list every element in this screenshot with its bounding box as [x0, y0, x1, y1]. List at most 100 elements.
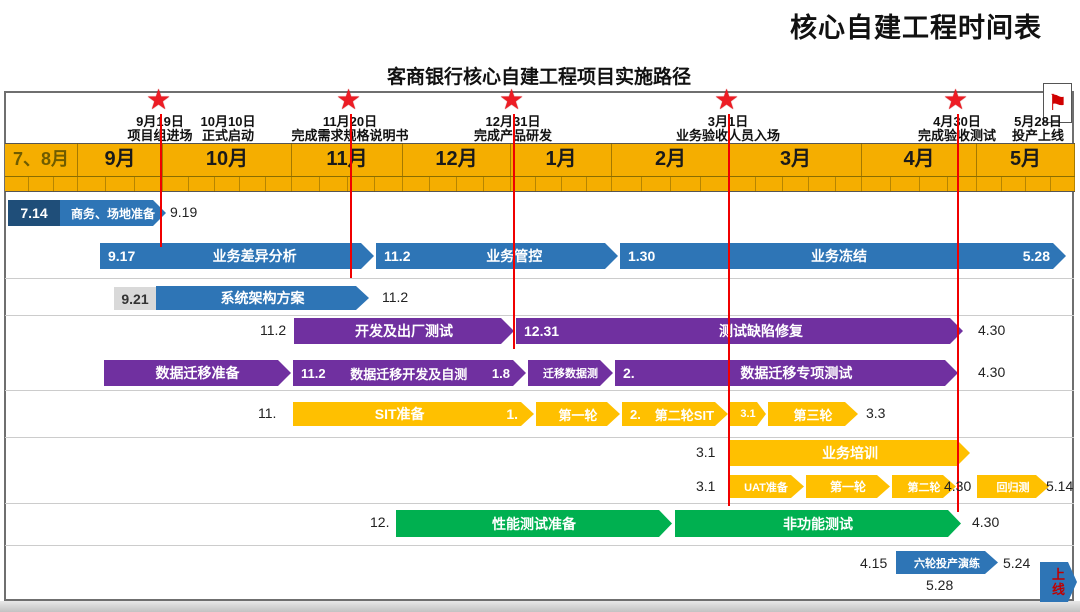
- task-bar: 数据迁移准备: [104, 360, 291, 386]
- task-bar-label: 业务差异分析: [212, 248, 297, 264]
- milestone-line: [728, 114, 730, 506]
- task-bar-end-date: 5.28: [1022, 248, 1050, 264]
- task-bar: 业务培训: [730, 440, 970, 466]
- milestone-date: 5月28日: [1014, 114, 1062, 129]
- task-bar-label: 业务冻结: [811, 248, 867, 264]
- task-bar: 2. 数据迁移专项测试: [615, 360, 958, 386]
- week-strip: [511, 176, 612, 192]
- task-bar-label: 第一轮: [558, 407, 598, 423]
- week-cell: [1026, 177, 1051, 192]
- task-bar: 12.31 测试缺陷修复: [516, 318, 963, 344]
- milestone-line: [513, 114, 515, 349]
- task-bar: 六轮投产演练: [896, 551, 998, 574]
- date-label: 5.24: [1003, 555, 1031, 571]
- date-label: 11.2: [260, 322, 287, 338]
- milestone-line: [957, 114, 959, 512]
- task-bar-label: UAT准备: [744, 481, 788, 494]
- task-bar-label: 测试缺陷修复: [719, 323, 804, 339]
- week-cell: [430, 177, 457, 192]
- row-separator: [5, 545, 1074, 546]
- task-bar-label: 数据迁移准备: [155, 365, 240, 381]
- week-cell: [612, 177, 642, 192]
- task-bar: 2. 第二轮SIT: [622, 402, 728, 426]
- week-cell: [562, 177, 587, 192]
- task-bar-label: 非功能测试: [783, 515, 853, 532]
- week-strip: [163, 176, 292, 192]
- week-strip: [78, 176, 163, 192]
- task-bar-start-date: 9.17: [108, 248, 136, 264]
- task-bar: 迁移数据测: [528, 360, 613, 386]
- task-bar-label: SIT准备: [374, 406, 425, 422]
- task-bar-start-date: 2.: [623, 365, 635, 381]
- task-bar: UAT准备: [728, 475, 804, 498]
- month-header-band: [5, 143, 1075, 192]
- week-cell: [54, 177, 78, 192]
- task-bar: 系统架构方案: [156, 286, 369, 310]
- task-bar-label: 第三轮: [793, 407, 833, 423]
- task-bar-label: 9.21: [121, 290, 149, 307]
- task-bar: 第三轮: [768, 402, 858, 426]
- row-separator: [5, 315, 1074, 316]
- month-cell: 9月: [78, 143, 163, 176]
- task-bar-end-date: 1.: [506, 406, 518, 422]
- row-separator: [5, 390, 1074, 391]
- week-cell: [809, 177, 836, 192]
- week-cell: [215, 177, 241, 192]
- date-label: 12.: [370, 514, 390, 530]
- task-bar: 11.2 数据迁移开发及自测 1.8: [293, 360, 526, 386]
- task-bar-label: 迁移数据测: [543, 368, 598, 380]
- task-bar: 开发及出厂测试: [294, 318, 514, 344]
- date-label: 4.30: [978, 364, 1006, 380]
- task-bar-label: 开发及出厂测试: [355, 323, 453, 339]
- task-bar-start-date: 2.: [630, 406, 641, 422]
- month-cell: 3月: [730, 143, 862, 176]
- week-cell: [484, 177, 511, 192]
- week-cell: [891, 177, 920, 192]
- week-cell: [5, 177, 30, 192]
- week-cell: [189, 177, 215, 192]
- milestone-date: 3月1日: [676, 115, 780, 129]
- month-cell: 12月: [403, 143, 511, 176]
- task-bar-label: 六轮投产演练: [914, 557, 980, 570]
- task-bar: 9.17 业务差异分析: [100, 243, 374, 269]
- milestone-star-icon: ★: [943, 84, 969, 115]
- task-bar: 回归测: [977, 475, 1049, 498]
- chart-title: 客商银行核心自建工程项目实施路径: [4, 62, 1074, 93]
- task-bar: 性能测试准备: [396, 510, 672, 537]
- month-cell: 1月: [511, 143, 612, 176]
- week-cell: [862, 177, 891, 192]
- task-bar-label: 性能测试准备: [492, 515, 576, 532]
- week-strip: [977, 176, 1075, 192]
- milestone-star-icon: ★: [146, 84, 172, 115]
- week-cell: [135, 177, 163, 192]
- week-cell: [240, 177, 267, 192]
- task-bar-label: 第二轮: [907, 481, 941, 494]
- row-separator: [5, 437, 1074, 438]
- task-bar-start-date: 11.2: [384, 248, 411, 264]
- week-cell: [457, 177, 484, 192]
- page-title: 核心自建工程时间表: [790, 13, 1042, 43]
- week-cell: [587, 177, 612, 192]
- week-cell: [1002, 177, 1026, 192]
- task-bar-end-date: 1.8: [491, 365, 510, 381]
- week-cell: [375, 177, 403, 192]
- week-cell: [163, 177, 189, 192]
- week-cell: [106, 177, 135, 192]
- task-bar: 1.30 业务冻结 5.28: [620, 243, 1066, 269]
- task-bar-label: 系统架构方案: [220, 290, 305, 306]
- date-label: 4.30: [978, 322, 1006, 338]
- week-cell: [836, 177, 863, 192]
- week-strip: [403, 176, 511, 192]
- month-cell: 10月: [163, 143, 292, 176]
- date-label: 4.30: [972, 514, 1000, 530]
- milestone-label: 5月28日 投产上线: [1012, 115, 1064, 143]
- date-label: 4.15: [860, 555, 888, 571]
- milestone-line: [350, 114, 352, 278]
- date-label: 5.28: [926, 577, 954, 593]
- week-strip: [5, 176, 78, 192]
- milestone-star-icon: ★: [336, 84, 362, 115]
- task-bar-start-date: 1.30: [628, 248, 656, 264]
- month-cell: 5月: [977, 143, 1075, 176]
- task-bar-start-date: 11.2: [301, 365, 326, 381]
